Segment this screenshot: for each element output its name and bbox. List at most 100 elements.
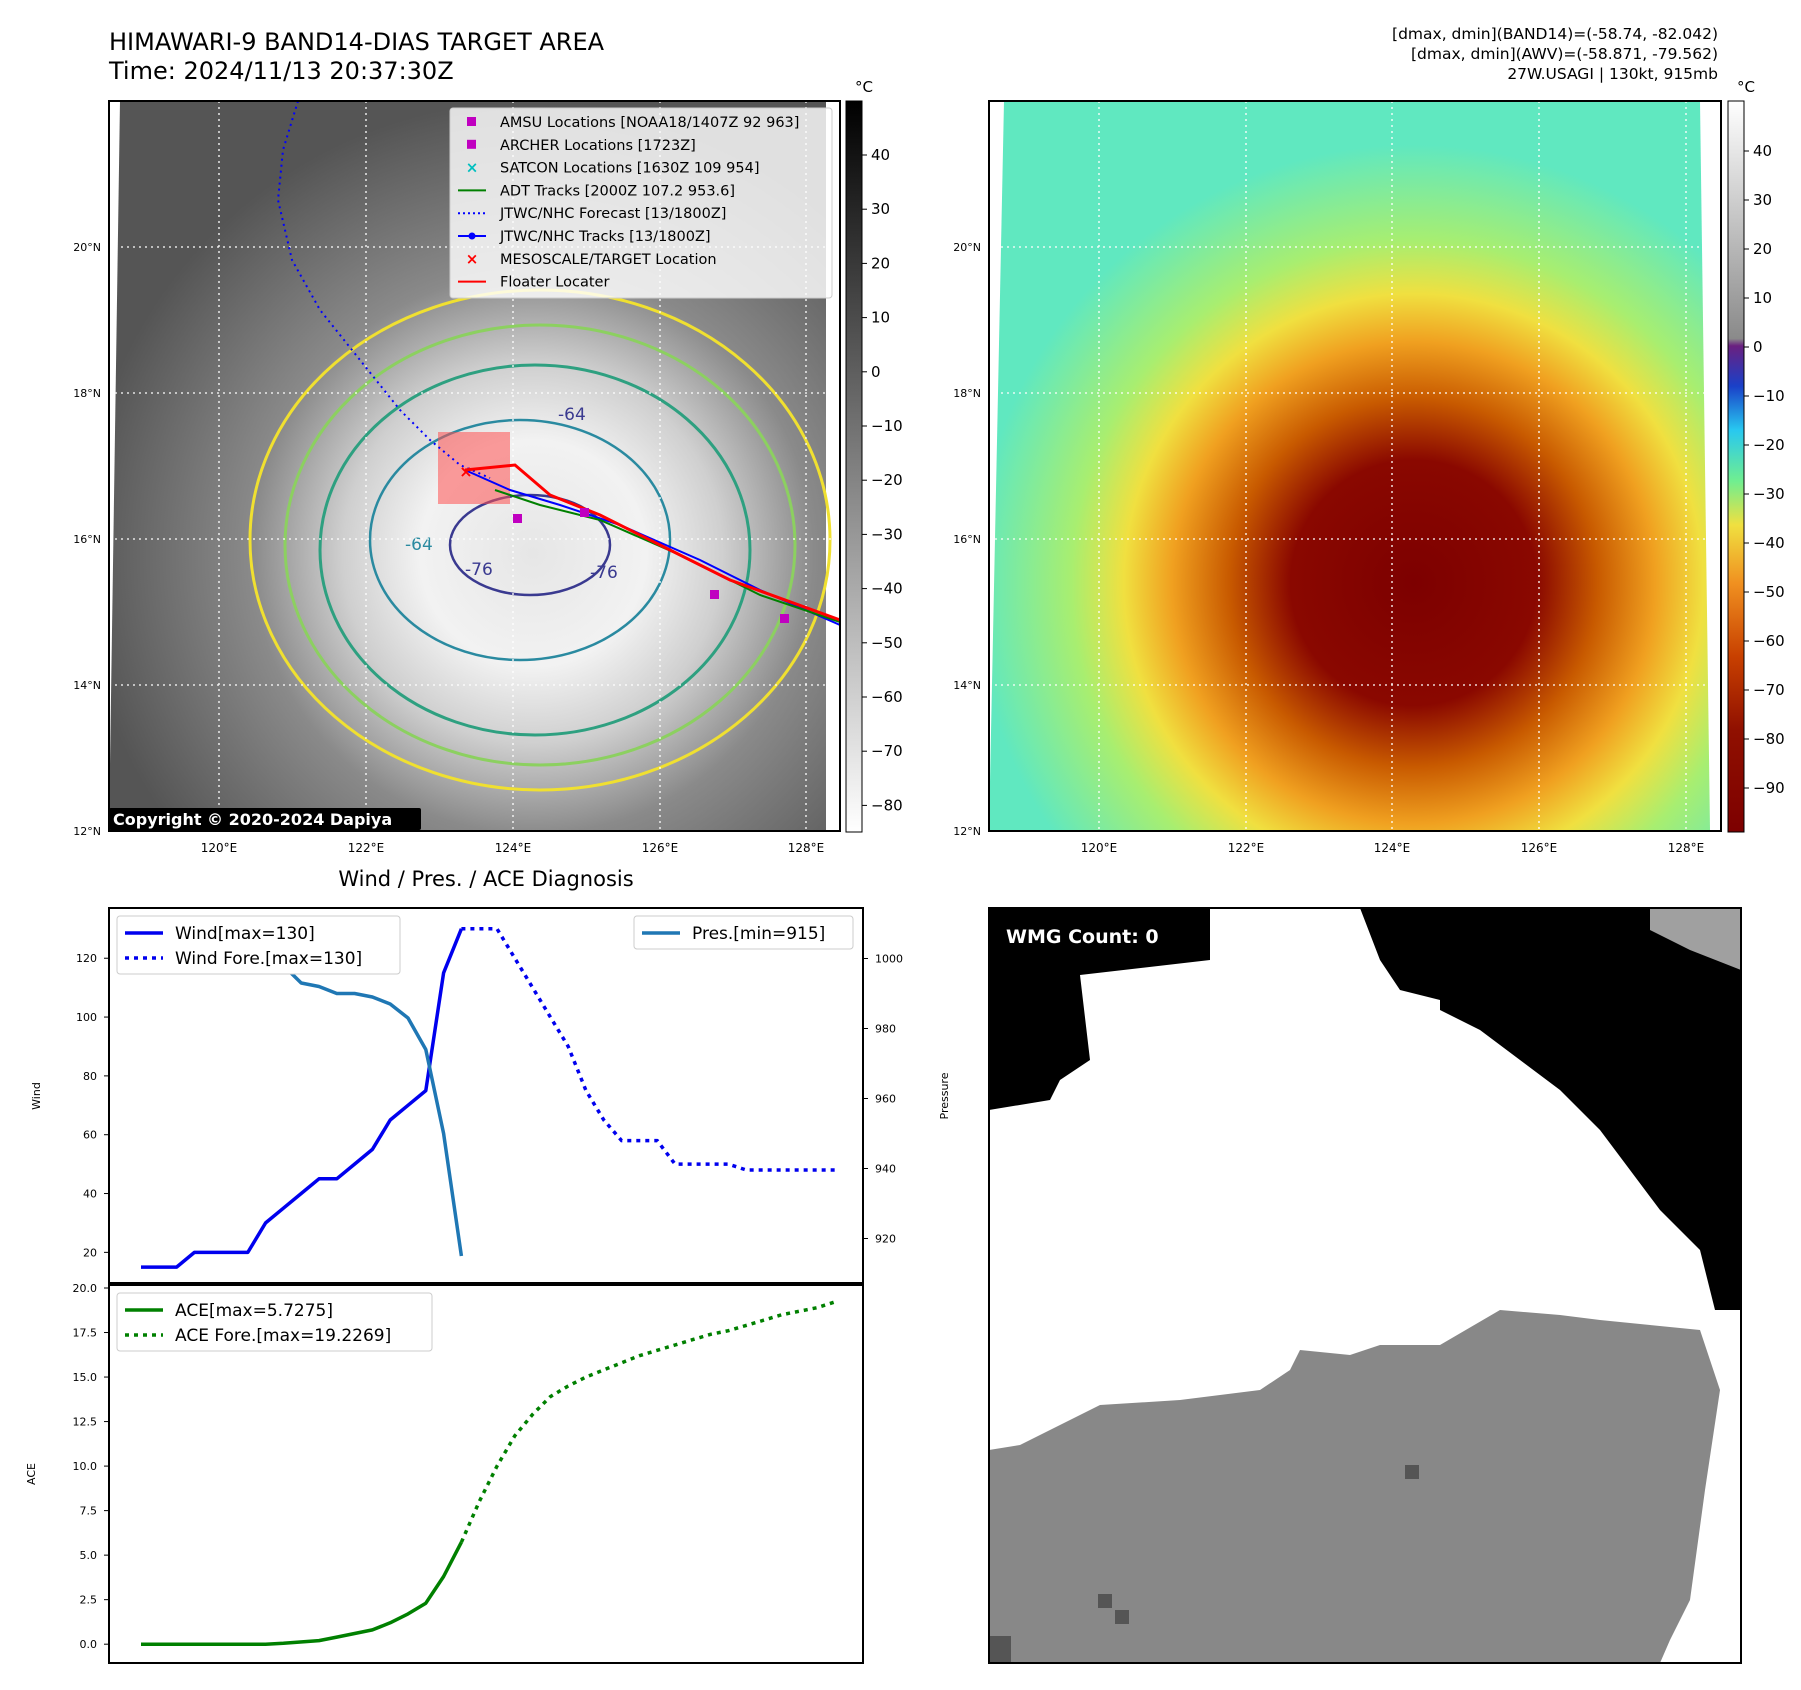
legend-entry: SATCON Locations [1630Z 109 954] [500,161,759,177]
adt-track [494,489,840,623]
colorbar-tick-label: −80 [1753,730,1785,748]
colorbar-tick-label: −80 [871,796,903,814]
axis-tick-label: 40 [83,1188,97,1201]
legend-entry: JTWC/NHC Forecast [13/1800Z] [499,206,726,222]
target-marker: × [459,462,472,481]
colorbar-tick-label: −70 [871,742,903,760]
wmg-dark-region-right [1360,908,1741,1310]
axis-tick-label: 5.0 [80,1549,98,1562]
archer-marker [513,514,522,523]
legend-label: Wind Fore.[max=130] [175,949,362,969]
color-lon-tick: 128°E [1668,841,1705,855]
wmg-panel: WMG Count: 0 [988,907,1742,1664]
info-storm: 27W.USAGI | 130kt, 915mb [1507,65,1718,83]
legend-label: ACE Fore.[max=19.2269] [175,1326,391,1346]
colorbar-tick-label: 30 [871,200,890,218]
legend-entry: ARCHER Locations [1723Z] [500,138,696,154]
axis-tick-label: 980 [875,1023,896,1036]
wmg-count-label: WMG Count: 0 [1006,926,1159,948]
pressure-legend: Pres.[min=915] [633,915,854,950]
gray-colorbar-unit: °C [855,78,873,96]
contour-label: -64 [405,535,433,555]
colorbar-tick-label: −10 [1753,387,1785,405]
color-colorbar: °C 40 30 20 10 0 −10 −20 −30 −40 −50 −60 −70 −80 −90 [1727,78,1785,833]
amsu-marker [580,508,589,517]
legend-entry: MESOSCALE/TARGET Location [500,252,717,268]
colorbar-tick-label: −40 [871,580,903,598]
ace-axis-label: ACE [25,1463,38,1485]
colorbar-tick-label: −60 [871,688,903,706]
colorbar-tick-label: 10 [871,309,890,327]
series-wind-max-130 [141,928,464,1269]
wmg-gray-region [989,1310,1720,1663]
colorbar-tick-label: −20 [1753,436,1785,454]
ir-lon-tick: 126°E [642,841,679,855]
info-awv: [dmax, dmin](AWV)=(-58.871, -79.562) [1411,45,1718,63]
legend-box [116,1292,433,1352]
legend-marker [467,117,476,126]
axis-tick-label: 17.5 [73,1327,98,1340]
legend-box [116,915,401,975]
axis-tick-label: 7.5 [80,1505,98,1518]
color-lon-tick: 126°E [1521,841,1558,855]
contour-label: -64 [558,405,586,425]
contour-ring-lightgreen [283,323,797,767]
color-lat-tick: 12°N [953,825,981,838]
ir-lat-tick: 12°N [73,825,101,838]
wmg-dark-pixel [1098,1594,1112,1608]
axis-tick-label: 0.0 [80,1638,98,1651]
legend-entry: AMSU Locations [NOAA18/1407Z 92 963] [500,115,799,131]
axis-tick-label: 120 [76,952,97,965]
colorbar-tick-label: 0 [1753,338,1763,356]
wmg-dark-pixel [989,1636,1011,1663]
legend-label: ACE[max=5.7275] [175,1301,333,1321]
color-lon-tick: 120°E [1081,841,1118,855]
colorbar-tick-label: −10 [871,417,903,435]
colorbar-tick-label: −30 [871,525,903,543]
wind-pressure-chart: 20 40 60 80 100 120 920 940 960 980 1000 Wind Pres… [30,907,951,1284]
wmg-dark-pixel [1115,1610,1129,1624]
axis-tick-label: 10.0 [73,1460,98,1473]
legend-marker: × [466,159,479,177]
colorbar-tick-label: −50 [1753,583,1785,601]
color-map-frame [988,100,1722,832]
color-gridlines [989,101,1721,831]
ir-lat-tick: 20°N [73,241,101,254]
ir-lon-tick: 124°E [495,841,532,855]
color-lon-tick: 122°E [1228,841,1265,855]
ir-map-frame [108,100,841,832]
color-swath-edge-right [1700,101,1721,830]
wmg-dark-region-left [989,908,1210,1110]
color-lat-tick: 14°N [953,679,981,692]
amsu-marker [710,590,719,599]
copyright-text: Copyright © 2020-2024 Dapiya [113,810,392,829]
colorbar-tick-label: 0 [871,363,881,381]
colorbar-tick-label: 10 [1753,289,1772,307]
wmg-count-badge [997,919,1178,953]
color-ir-map-panel: 120°E 122°E 124°E 126°E 128°E 20°N 18°N 16°N 14… [953,100,1722,855]
ir-lat-tick: 16°N [73,533,101,546]
ir-map-panel: -64 -64 -76 -76 × [73,100,841,855]
colorbar-tick-label: −60 [1753,632,1785,650]
axis-tick-label: 960 [875,1093,896,1106]
ace-legend: ACE[max=5.7275] ACE Fore.[max=19.2269] [116,1292,433,1352]
axis-tick-label: 100 [76,1011,97,1024]
wind-chart-title: Wind / Pres. / ACE Diagnosis [338,867,633,891]
axis-tick-label: 15.0 [73,1371,98,1384]
ir-lat-tick: 18°N [73,387,101,400]
map-legend: AMSU Locations [NOAA18/1407Z 92 963] ARCH… [449,107,833,299]
jtwc-forecast-track [276,101,491,479]
colorbar-tick-label: 20 [871,254,890,272]
wmg-dark-pixel [1405,1465,1419,1479]
contour-ring-blue [368,418,672,662]
ir-lon-tick: 128°E [788,841,825,855]
copyright-badge [109,808,421,830]
figure-title: HIMAWARI-9 BAND14-DIAS TARGET AREA [109,28,605,56]
ir-lat-tick: 14°N [73,679,101,692]
series-ace-max-5-7275 [141,1541,463,1646]
figure-time: Time: 2024/11/13 20:37:30Z [108,57,454,85]
color-ir-imagery [989,101,1721,831]
info-band14: [dmax, dmin](BAND14)=(-58.74, -82.042) [1392,25,1718,43]
legend-marker: × [466,250,479,268]
axis-tick-label: 940 [875,1163,896,1176]
